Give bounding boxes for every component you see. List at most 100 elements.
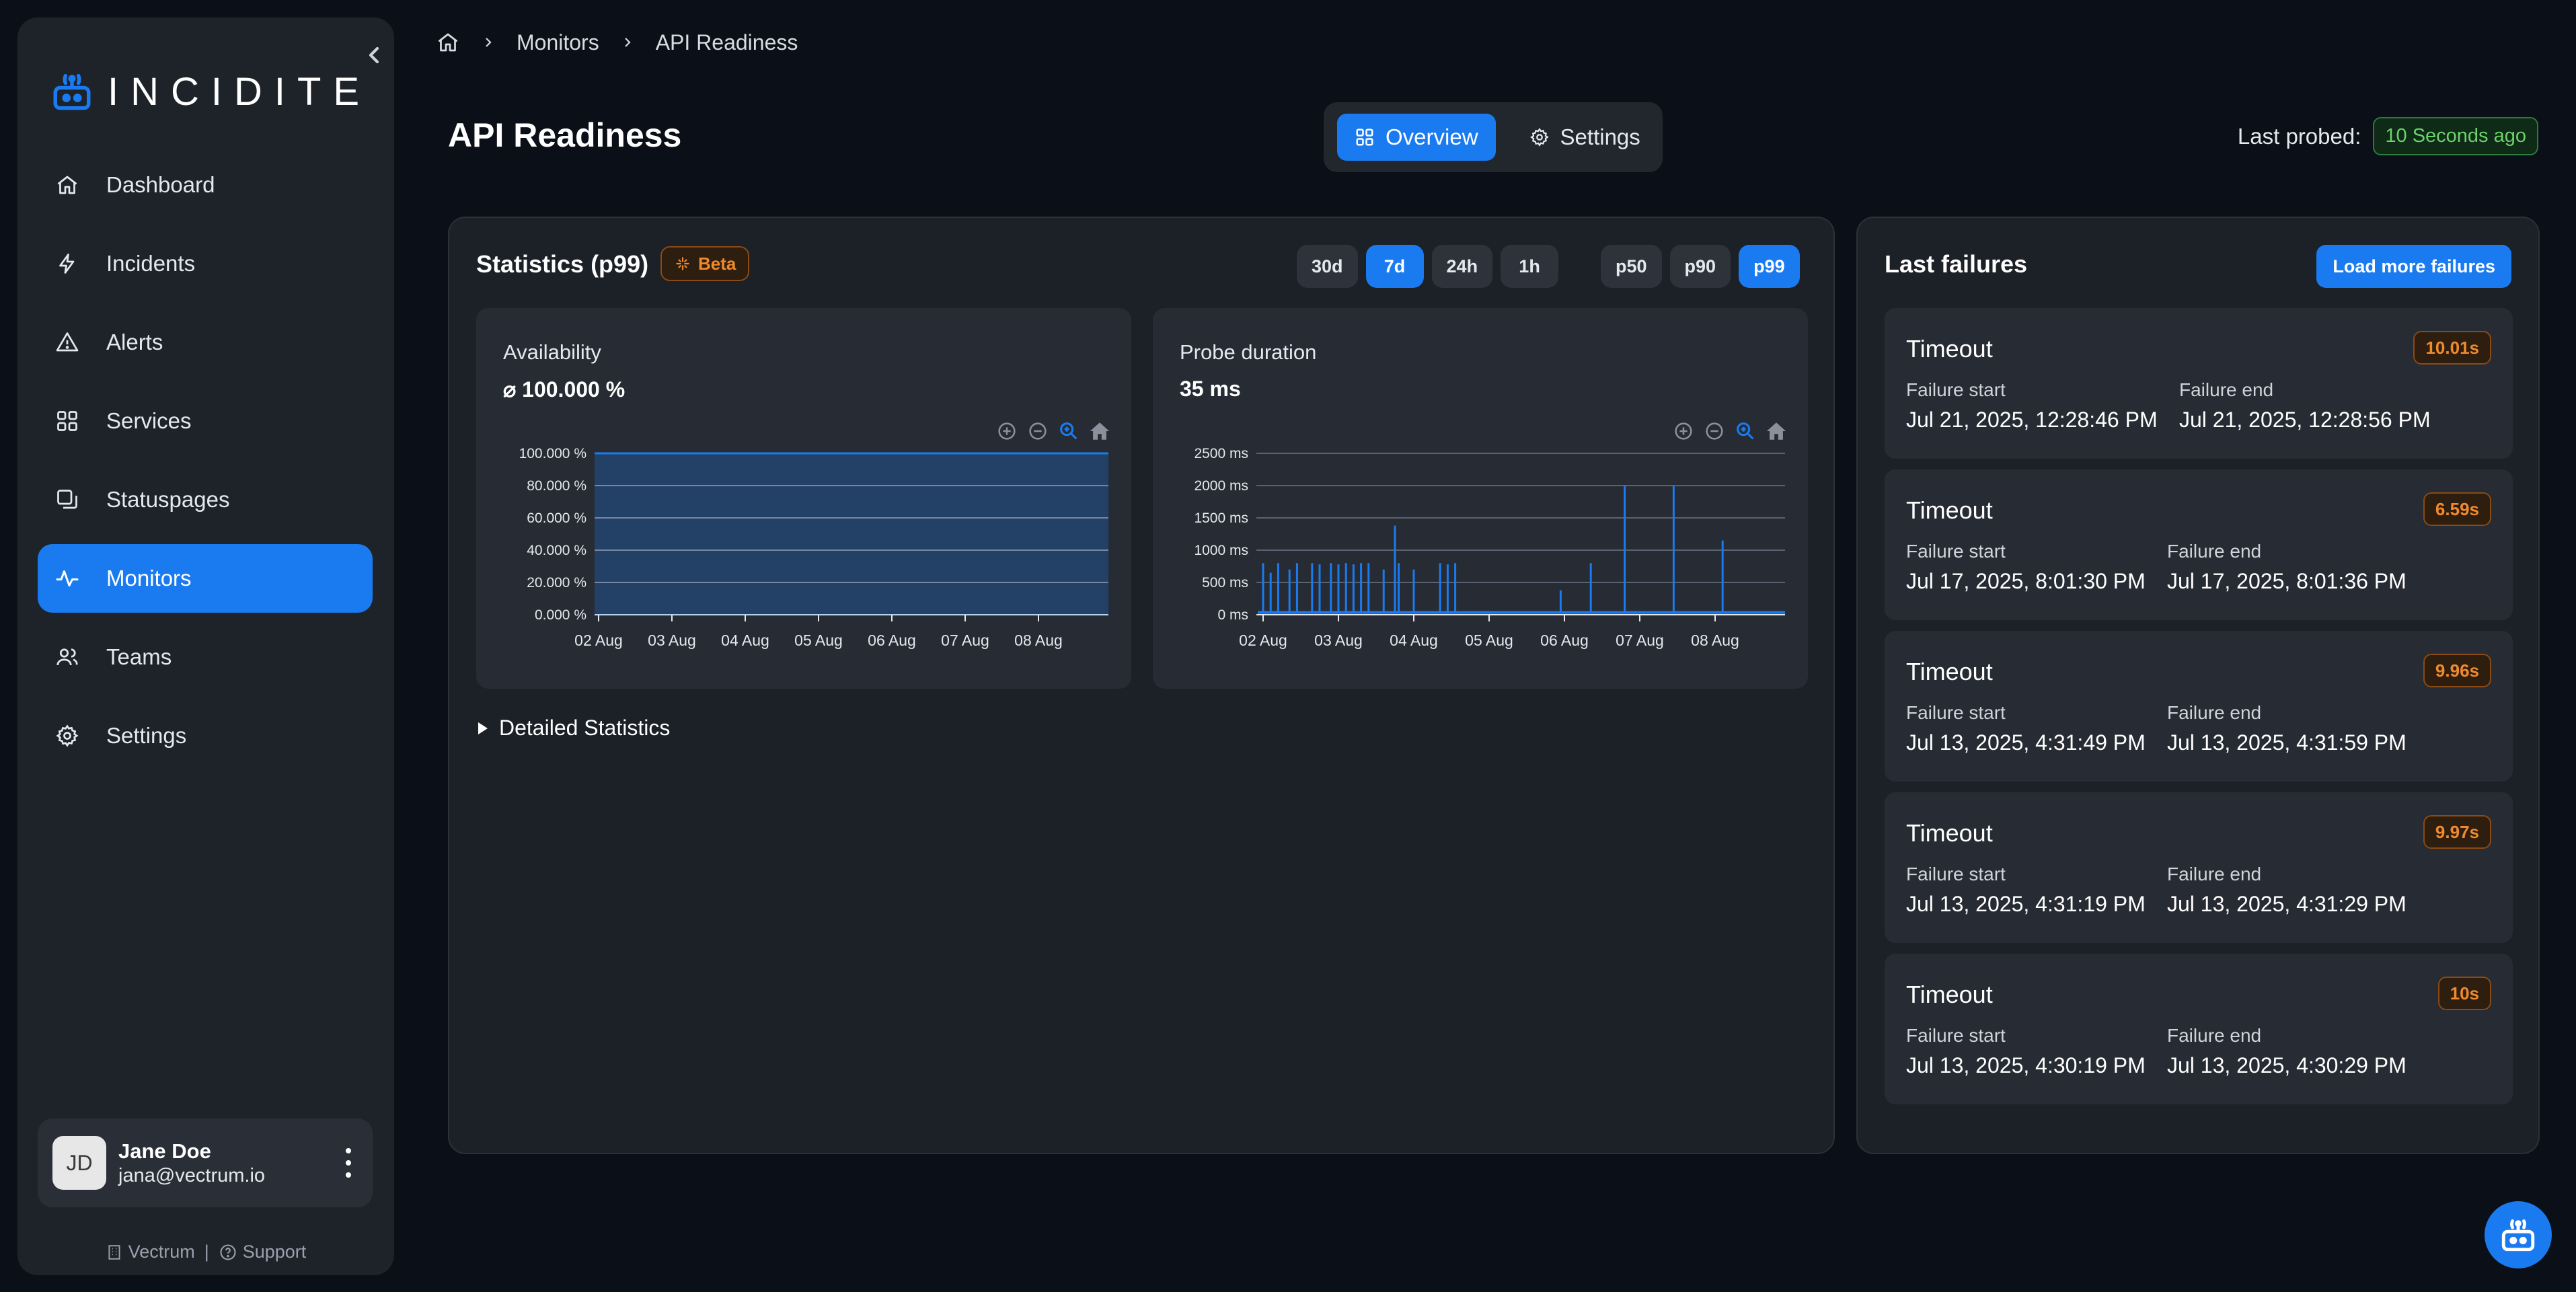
x-tick-label: 04 Aug [721, 632, 769, 649]
time-range-group: 30d 7d 24h 1h [1297, 245, 1559, 288]
failure-end-label: Failure end [2167, 1025, 2262, 1046]
range-30d-button[interactable]: 30d [1297, 245, 1358, 288]
sidebar-item-monitors[interactable]: Monitors [38, 544, 373, 613]
failure-duration-badge: 10s [2437, 977, 2491, 1010]
zoom-in-icon[interactable] [1672, 420, 1695, 443]
beta-badge: Beta [660, 246, 750, 281]
range-1h-button[interactable]: 1h [1501, 245, 1559, 288]
assistant-button[interactable] [2485, 1201, 2552, 1268]
x-tick-label: 02 Aug [1239, 632, 1287, 649]
tab-settings[interactable]: Settings [1512, 114, 1658, 161]
sidebar-item-teams[interactable]: Teams [38, 623, 373, 691]
last-probed-badge: 10 Seconds ago [2373, 117, 2538, 155]
failure-start-value: Jul 17, 2025, 8:01:30 PM [1906, 569, 2146, 593]
reset-zoom-icon[interactable] [1088, 420, 1111, 443]
failure-type: Timeout [1906, 658, 1993, 685]
percentile-p50-button[interactable]: p50 [1601, 245, 1662, 288]
chevron-left-icon [369, 46, 379, 64]
y-tick-label: 0.000 % [535, 607, 586, 623]
failure-end-value: Jul 13, 2025, 4:31:29 PM [2167, 892, 2407, 916]
collapse-sidebar-button[interactable] [361, 42, 387, 69]
failure-start-value: Jul 13, 2025, 4:31:49 PM [1906, 730, 2146, 755]
range-7d-button[interactable]: 7d [1365, 245, 1424, 288]
failure-start-value: Jul 21, 2025, 12:28:46 PM [1906, 408, 2158, 432]
x-tick-label: 03 Aug [648, 632, 696, 649]
app-name: INCIDITE [108, 69, 372, 114]
tab-label: Settings [1560, 124, 1640, 149]
zoom-in-icon[interactable] [995, 420, 1018, 443]
load-more-failures-button[interactable]: Load more failures [2316, 245, 2511, 288]
y-tick-label: 0 ms [1217, 607, 1248, 623]
sidebar-item-statuspages[interactable]: Statuspages [38, 465, 373, 534]
sidebar-item-services[interactable]: Services [38, 387, 373, 455]
reset-zoom-icon[interactable] [1765, 420, 1788, 443]
y-tick-label: 2000 ms [1194, 478, 1248, 494]
probe-duration-value: 35 ms [1180, 377, 1241, 401]
failure-card[interactable]: Timeout 9.97s Failure start Jul 13, 2025, 4… [1885, 792, 2513, 943]
selection-zoom-icon[interactable] [1057, 420, 1080, 443]
user-menu-button[interactable] [342, 1145, 355, 1180]
gear-icon [56, 724, 79, 747]
x-tick-label: 05 Aug [794, 632, 843, 649]
failure-type: Timeout [1906, 819, 1993, 847]
x-tick-label: 04 Aug [1390, 632, 1438, 649]
y-tick-label: 20.000 % [527, 575, 586, 591]
selection-zoom-icon[interactable] [1734, 420, 1757, 443]
robot-icon [2501, 1219, 2535, 1252]
zoom-out-icon[interactable] [1703, 420, 1726, 443]
avatar: JD [52, 1136, 106, 1190]
last-failures-panel: Last failures Load more failures Timeout… [1856, 217, 2540, 1154]
home-icon[interactable] [436, 30, 460, 54]
grid-icon [57, 411, 77, 431]
availability-value: ⌀ 100.000 % [503, 377, 626, 402]
failure-card[interactable]: Timeout 10s Failure start Jul 13, 2025, 4:3… [1885, 954, 2513, 1104]
tab-overview[interactable]: Overview [1337, 114, 1496, 161]
last-probed-label: Last probed: [2237, 123, 2361, 149]
failure-card[interactable]: Timeout 6.59s Failure start Jul 17, 2025, 8… [1885, 469, 2513, 620]
percentile-p99-button[interactable]: p99 [1739, 245, 1800, 288]
support-link[interactable]: Support [219, 1242, 306, 1262]
failure-end-label: Failure end [2167, 541, 2262, 562]
users-icon [56, 648, 78, 666]
failure-end-value: Jul 13, 2025, 4:31:59 PM [2167, 730, 2407, 755]
failure-start-label: Failure start [1906, 702, 2006, 723]
zoom-out-icon[interactable] [1026, 420, 1049, 443]
failure-start-value: Jul 13, 2025, 4:31:19 PM [1906, 892, 2146, 916]
gear-icon [1529, 128, 1549, 147]
sidebar-item-settings[interactable]: Settings [38, 701, 373, 770]
failure-card[interactable]: Timeout 10.01s Failure start Jul 21, 2025, … [1885, 308, 2513, 459]
org-link[interactable]: Vectrum [106, 1242, 195, 1262]
sidebar-item-alerts[interactable]: Alerts [38, 308, 373, 377]
breadcrumb-monitors[interactable]: Monitors [517, 30, 599, 54]
detailed-statistics-toggle[interactable]: Detailed Statistics [476, 716, 670, 740]
failure-type: Timeout [1906, 981, 1993, 1008]
sidebar-item-label: Teams [106, 644, 172, 669]
pages-icon [57, 490, 77, 509]
app-logo[interactable]: INCIDITE [50, 58, 371, 125]
footer-separator: | [204, 1242, 209, 1262]
y-tick-label: 500 ms [1202, 575, 1248, 591]
sidebar-item-dashboard[interactable]: Dashboard [38, 151, 373, 219]
percentile-group: p50 p90 p99 [1601, 245, 1800, 288]
x-tick-label: 02 Aug [574, 632, 623, 649]
y-tick-label: 2500 ms [1194, 446, 1248, 461]
breadcrumb: Monitors API Readiness [436, 26, 798, 59]
x-tick-label: 07 Aug [1616, 632, 1664, 649]
y-tick-label: 40.000 % [527, 543, 586, 558]
pulse-icon [56, 570, 79, 586]
y-tick-label: 80.000 % [527, 478, 586, 494]
failure-duration-badge: 10.01s [2413, 331, 2491, 365]
percentile-p90-button[interactable]: p90 [1669, 245, 1731, 288]
chart-toolbar [995, 420, 1111, 443]
sidebar-item-incidents[interactable]: Incidents [38, 229, 373, 298]
user-name: Jane Doe [118, 1139, 211, 1163]
detailed-statistics-label: Detailed Statistics [499, 716, 671, 740]
range-24h-button[interactable]: 24h [1431, 245, 1493, 288]
availability-card: Availability ⌀ 100.000 % 0.000 % 20.000 %… [476, 308, 1131, 689]
x-tick-label: 05 Aug [1465, 632, 1513, 649]
failure-card[interactable]: Timeout 9.96s Failure start Jul 13, 2025, 4… [1885, 631, 2513, 782]
failure-end-label: Failure end [2167, 702, 2262, 723]
x-tick-label: 03 Aug [1314, 632, 1363, 649]
user-card[interactable]: JD Jane Doe jana@vectrum.io [38, 1118, 373, 1207]
help-circle-icon [220, 1244, 236, 1260]
